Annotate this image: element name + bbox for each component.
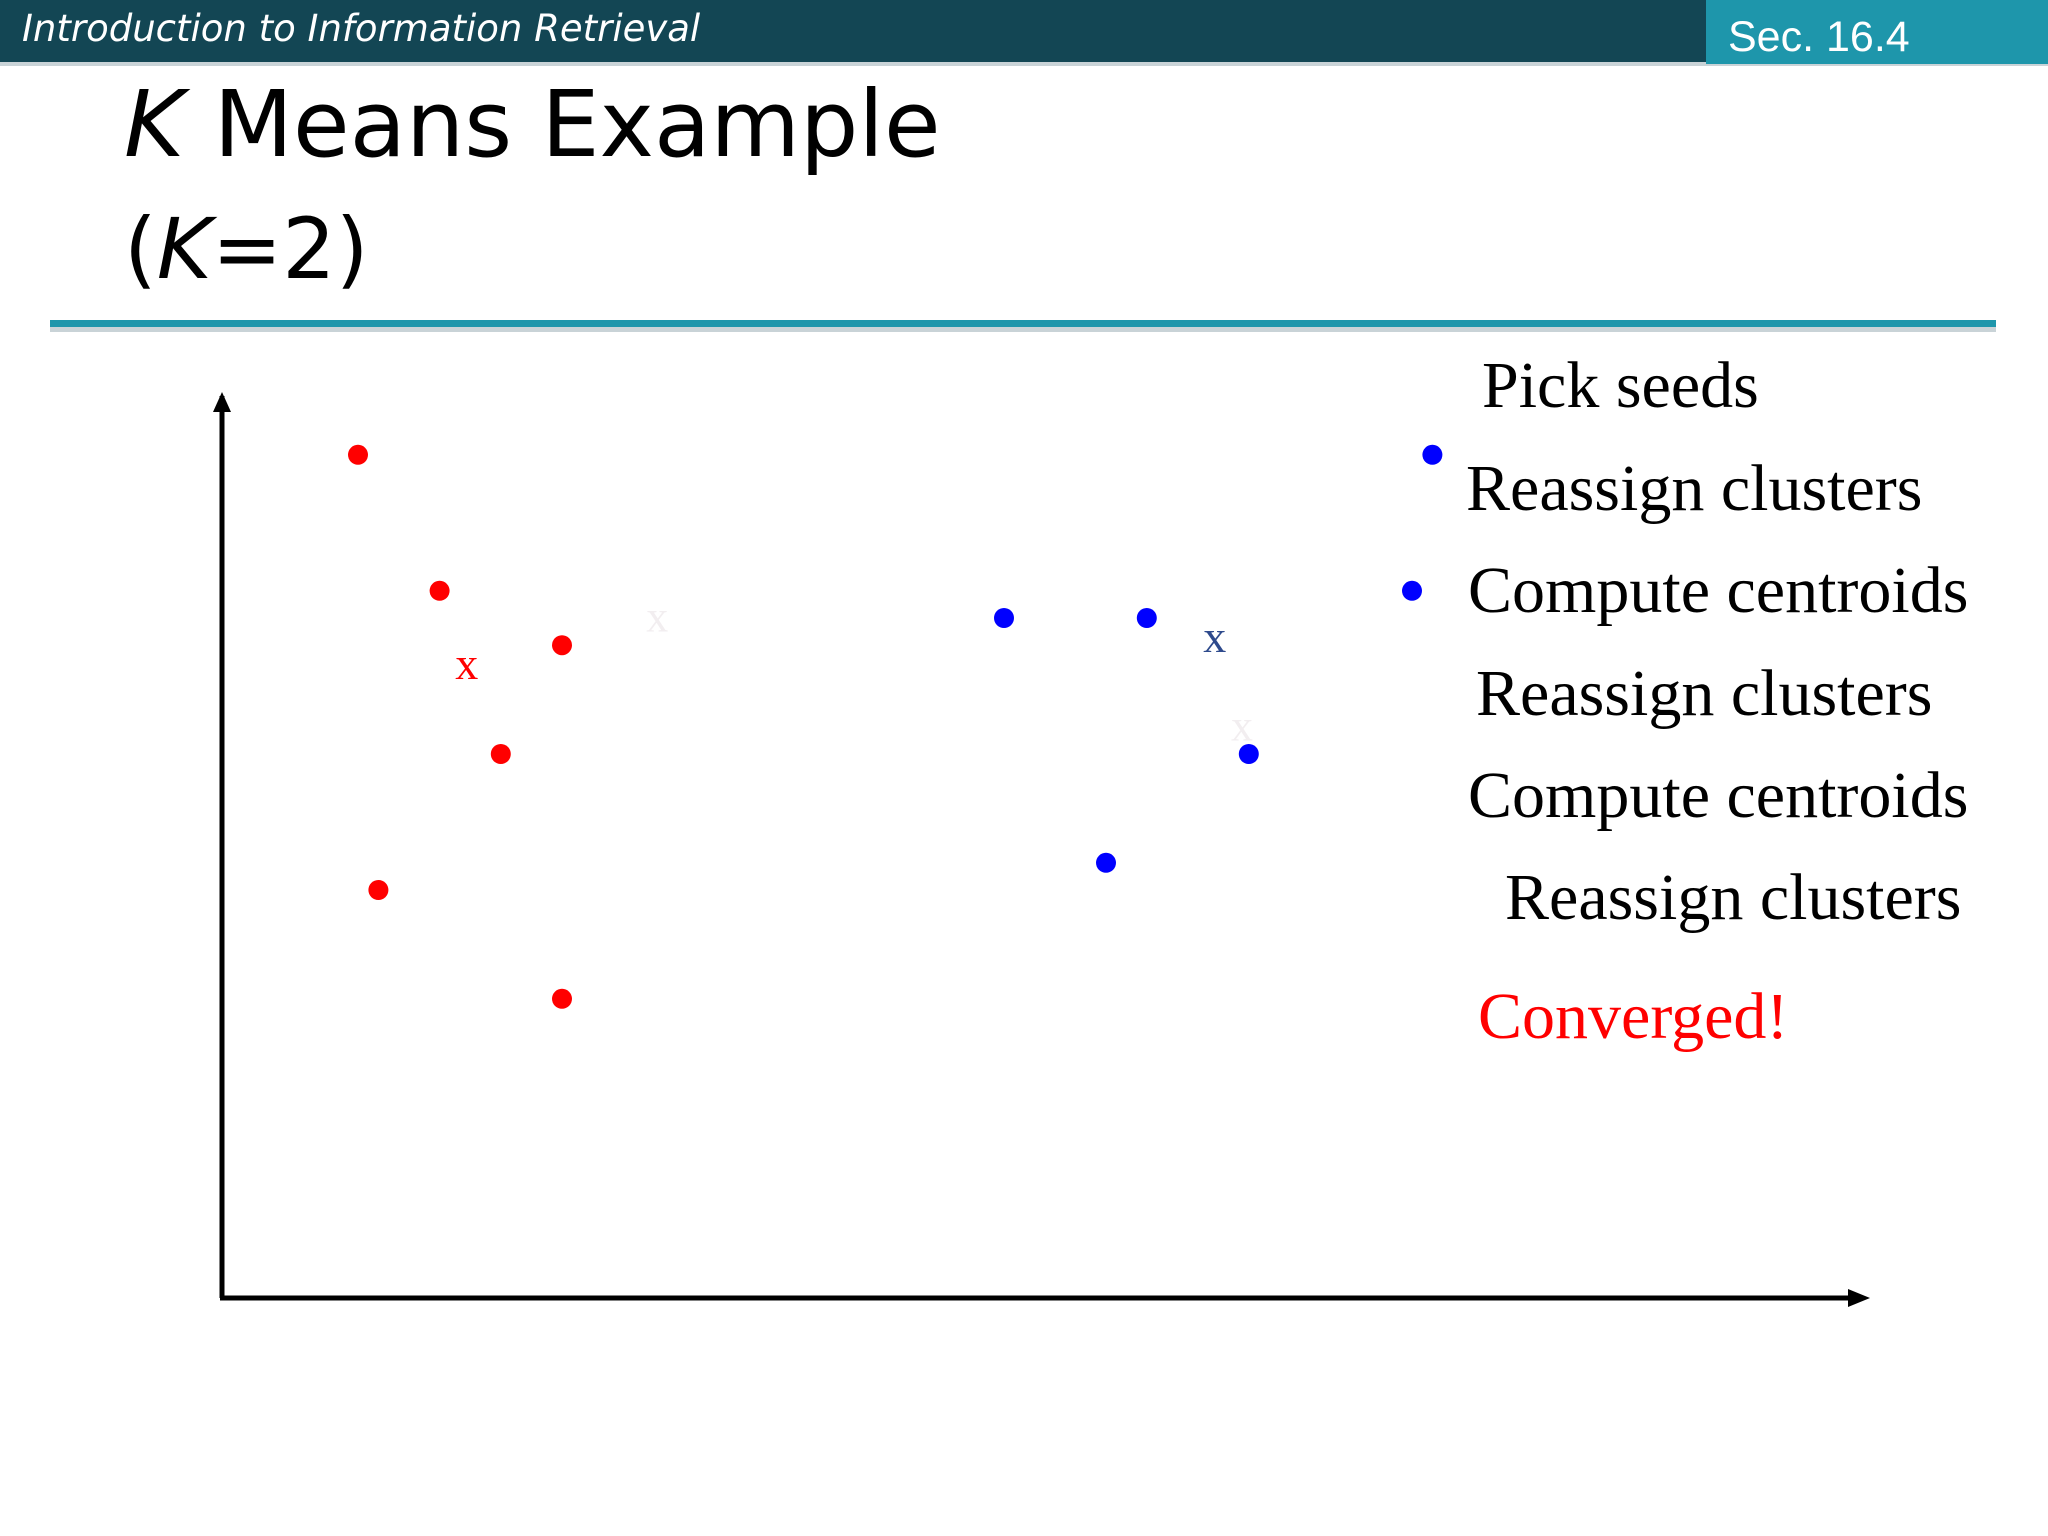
step-pick-seeds: Pick seeds [1482, 349, 1759, 422]
step-converged: Converged! [1478, 980, 1789, 1053]
ghost-centroid-0: x [646, 593, 668, 642]
title-variable: K [124, 71, 185, 178]
centroid-marker-1: x [1203, 611, 1226, 662]
data-point-1-3 [1096, 852, 1116, 873]
title-divider-shadow [50, 327, 1996, 332]
centroid-marker-0: x [455, 638, 478, 689]
section-badge: Sec. 16.4 [1706, 0, 2048, 64]
data-point-0-2 [552, 635, 572, 656]
step-reassign-clusters-3: Reassign clusters [1505, 861, 1962, 934]
data-point-1-0 [994, 608, 1014, 628]
section-label: Sec. 16.4 [1728, 13, 1910, 61]
previous-centroids: xx [646, 593, 1253, 751]
slide-subtitle: (K=2) [124, 194, 368, 304]
data-point-0-3 [490, 744, 511, 764]
y-axis-arrow-icon [213, 392, 231, 412]
data-point-0-4 [368, 880, 389, 900]
ghost-centroid-1: x [1231, 701, 1253, 750]
subtitle-variable: K [156, 200, 212, 298]
x-axis-arrow-icon [1848, 1289, 1870, 1307]
step-compute-centroids-1: Compute centroids [1468, 554, 1969, 627]
step-reassign-clusters-2: Reassign clusters [1476, 657, 1933, 730]
data-points [348, 444, 1443, 1009]
data-point-0-1 [429, 580, 450, 601]
subtitle-text: =2) [211, 200, 369, 298]
data-point-0-0 [348, 444, 368, 465]
data-point-0-5 [552, 988, 572, 1009]
step-reassign-clusters-1: Reassign clusters [1466, 452, 1923, 525]
data-point-1-2 [1238, 744, 1259, 764]
data-point-1-5 [1422, 444, 1443, 465]
slide-title: K Means Example [124, 62, 941, 188]
step-compute-centroids-2: Compute centroids [1468, 759, 1969, 832]
title-divider [50, 320, 1996, 327]
subtitle-open-paren: ( [124, 200, 157, 298]
data-point-1-1 [1136, 608, 1157, 628]
centroids: xx [455, 611, 1226, 689]
data-point-1-4 [1402, 580, 1422, 601]
header-shadow [0, 62, 2048, 66]
title-text: Means Example [184, 71, 941, 178]
course-title: Introduction to Information Retrieval [22, 7, 701, 50]
